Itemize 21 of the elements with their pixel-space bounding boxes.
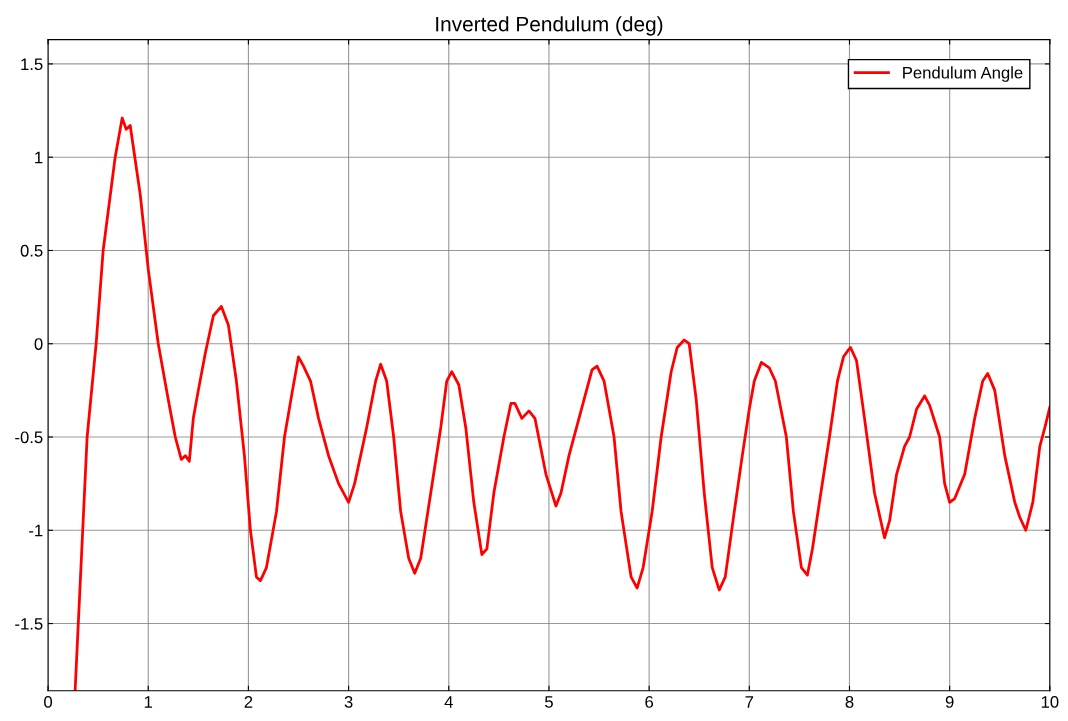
x-tick-label: 10 [1041,696,1059,708]
y-tick-label: 0 [34,338,43,350]
y-tick-label: 0.5 [20,244,43,257]
y-tick-label: 1 [35,151,43,164]
y-tick-label: -0.5 [15,431,43,444]
x-tick-label: 6 [645,696,654,708]
y-tick-label: -1 [29,524,43,537]
x-tick-label: 4 [444,696,453,708]
x-tick-label: 5 [544,696,553,708]
chart-title: Inverted Pendulum (deg) [436,16,663,36]
x-tick-label: 8 [845,696,854,708]
x-tick-label: 9 [945,696,954,708]
x-tick-label: 1 [144,696,153,708]
x-tick-label: 0 [44,696,53,708]
x-tick-label: 2 [244,696,253,708]
x-tick-label: 3 [344,696,353,708]
y-tick-label: 1.5 [21,58,43,71]
y-tick-label: -1.5 [15,618,43,630]
line-series [73,116,1050,691]
x-tick-label: 7 [745,696,754,708]
legend-label: Pendulum Angle [903,66,1023,82]
